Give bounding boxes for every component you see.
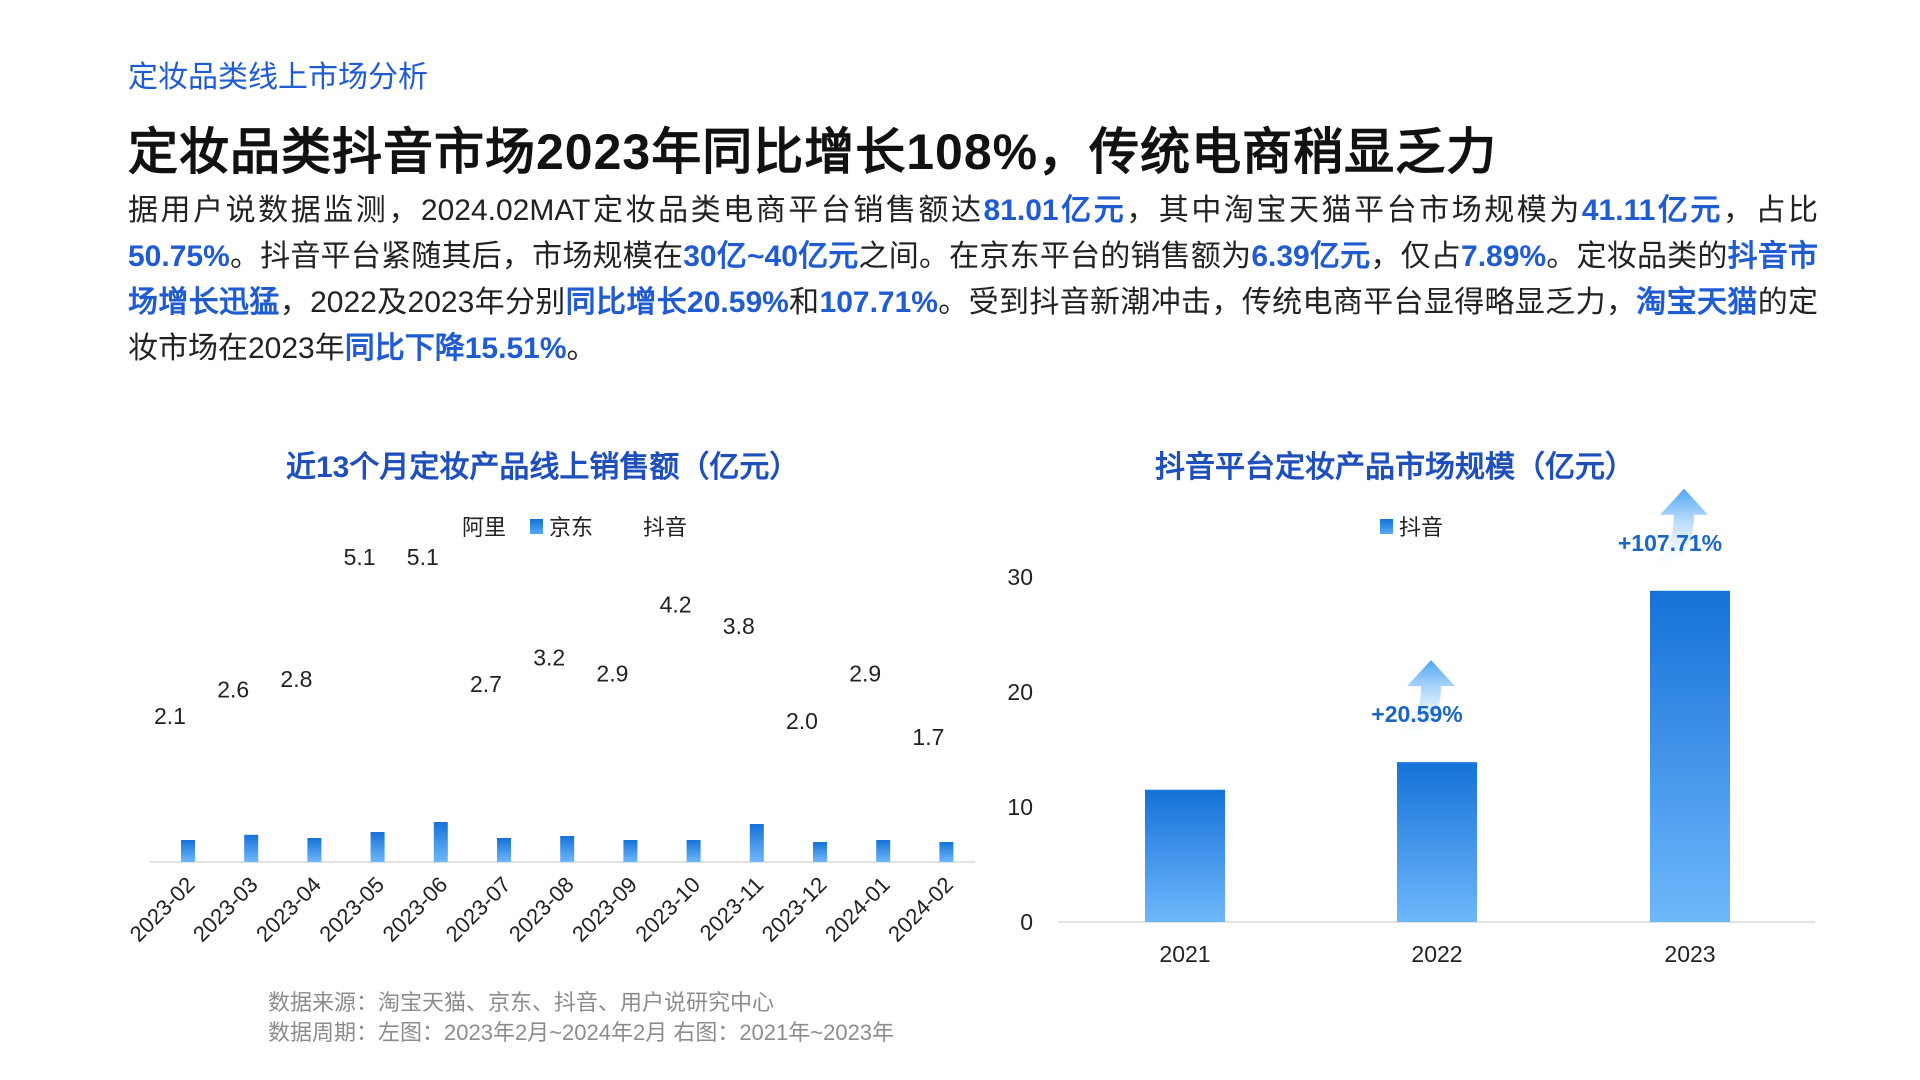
summary-highlight: 7.89% [1461, 240, 1547, 273]
summary-text: ，占比 [1722, 194, 1819, 227]
y-tick-label: 20 [1007, 679, 1033, 705]
legend-swatch [530, 518, 544, 534]
bar-jd [749, 824, 764, 862]
data-label: 3.2 [533, 645, 565, 671]
growth-arrow-icon [1640, 488, 1708, 568]
left-chart-title: 近13个月定妆产品线上销售额（亿元） [286, 451, 800, 484]
right-chart-legend: 抖音 [1380, 510, 1443, 542]
x-tick-label: 2023-03 [188, 872, 263, 947]
bar-douyin [1397, 762, 1477, 922]
growth-annotation: +107.71% [1618, 530, 1722, 556]
summary-text: 据用户说数据监测，2024.02MAT定妆品类电商平台销售额达 [128, 194, 984, 227]
data-label: 2.0 [786, 708, 818, 734]
legend-label: 阿里 [462, 515, 507, 540]
x-tick-label: 2023-04 [251, 872, 326, 947]
summary-highlight: 107.71% [819, 286, 938, 319]
bar-jd [560, 836, 575, 862]
x-tick-label: 2024-02 [883, 872, 958, 947]
data-label: 2.1 [154, 703, 186, 729]
summary-highlight: 81.01亿元 [983, 194, 1127, 227]
data-label: 2.7 [470, 671, 502, 697]
data-label: 1.7 [912, 724, 944, 750]
left-chart: 2.1 2023-02 2.6 2023-03 2.8 2023-04 5.1 2023-05… [125, 544, 975, 947]
data-label: 4.2 [660, 592, 692, 618]
data-source-note: 数据来源：淘宝天猫、京东、抖音、用户说研究中心 数据周期：左图：2023年2月~… [268, 988, 894, 1048]
summary-text: ，其中淘宝天猫平台市场规模为 [1126, 194, 1582, 227]
x-tick-label: 2023-11 [695, 872, 769, 946]
data-label: 5.1 [344, 544, 376, 570]
x-tick-label: 2023-05 [314, 872, 389, 947]
x-tick-label: 2022 [1411, 941, 1462, 967]
legend-label: 抖音 [643, 515, 688, 540]
x-tick-label: 2024-01 [820, 872, 895, 947]
x-tick-label: 2023-07 [441, 872, 516, 947]
x-tick-label: 2023-08 [504, 872, 579, 947]
summary-highlight: 6.39亿元 [1251, 240, 1371, 273]
legend-label: 抖音 [1399, 515, 1444, 540]
x-tick-label: 2021 [1159, 941, 1210, 967]
x-tick-label: 2023-06 [378, 872, 453, 947]
bar-jd [244, 834, 259, 862]
summary-text: 。受到抖音新潮冲击，传统电商平台显得略显乏力， [937, 286, 1637, 319]
data-label: 2.9 [849, 660, 881, 686]
y-tick-label: 10 [1007, 794, 1033, 820]
y-tick-label: 30 [1007, 564, 1033, 590]
summary-text: 。抖音平台紧随其后，市场规模在 [229, 240, 684, 273]
summary-highlight: 50.75% [128, 240, 230, 273]
summary-text: ，2022及2023年分别 [279, 286, 566, 319]
x-tick-label: 2023-12 [757, 872, 832, 947]
summary-highlight: 41.11亿元 [1581, 194, 1723, 227]
source-line: 数据来源：淘宝天猫、京东、抖音、用户说研究中心 [268, 990, 775, 1015]
summary-highlight: 30亿~40亿元 [683, 240, 859, 273]
x-tick-label: 2023-09 [567, 872, 642, 947]
summary-text: 。定妆品类的 [1546, 240, 1728, 273]
data-label: 5.1 [407, 544, 439, 570]
bar-jd [876, 840, 891, 862]
summary-text: 的定妆市场在2023年 [128, 286, 1819, 365]
summary-highlight: 同比下降15.51% [344, 332, 567, 365]
bar-jd [370, 832, 385, 862]
bar-douyin [1650, 590, 1730, 922]
summary-text: 。 [566, 332, 597, 365]
legend-item-ali: 阿里 [462, 510, 506, 542]
growth-arrow-icon [1387, 660, 1455, 739]
summary-highlight: 抖音市场增长迅猛 [128, 240, 1819, 319]
summary-text: 和 [788, 286, 820, 319]
page-title: 定妆品类抖音市场2023年同比增长108%，传统电商稍显乏力 [128, 124, 1498, 180]
bar-jd [623, 840, 638, 862]
data-label: 3.8 [723, 613, 755, 639]
right-chart-title: 抖音平台定妆产品市场规模（亿元） [1155, 451, 1635, 484]
legend-label: 京东 [549, 515, 594, 540]
left-chart-legend: 阿里 京东 抖音 [462, 510, 687, 542]
growth-annotation: +20.59% [1371, 701, 1462, 727]
data-label: 2.8 [280, 666, 312, 692]
bar-jd [497, 838, 511, 862]
bar-jd [939, 842, 954, 862]
legend-item-jd: 京东 [530, 510, 593, 542]
bar-douyin [1145, 789, 1225, 922]
right-chart: 0 10 20 30 2021 2022 2023 +20.59% +107.71% [1007, 488, 1815, 967]
x-tick-label: 2023-02 [125, 872, 200, 947]
bar-jd [686, 840, 701, 862]
summary-text: ，仅占 [1370, 240, 1462, 273]
y-tick-label: 0 [1020, 909, 1033, 935]
period-line: 数据周期：左图：2023年2月~2024年2月 右图：2021年~2023年 [268, 1020, 895, 1045]
x-tick-label: 2023-10 [630, 872, 705, 947]
summary-highlight: 同比增长20.59% [565, 286, 789, 319]
bar-jd [307, 838, 322, 862]
data-label: 2.6 [217, 676, 249, 702]
legend-swatch [1380, 518, 1393, 534]
bar-jd [813, 842, 827, 862]
legend-item-douyin: 抖音 [643, 510, 687, 542]
summary-paragraph: 据用户说数据监测，2024.02MAT定妆品类电商平台销售额达81.01亿元，其… [128, 188, 1818, 372]
summary-highlight: 淘宝天猫 [1636, 286, 1758, 319]
data-label: 2.9 [596, 660, 628, 686]
x-tick-label: 2023 [1664, 941, 1715, 967]
legend-item-douyin: 抖音 [1380, 510, 1443, 542]
bar-jd [181, 840, 195, 862]
summary-text: 之间。在京东平台的销售额为 [858, 240, 1252, 273]
bar-jd [433, 822, 448, 862]
section-label: 定妆品类线上市场分析 [128, 61, 428, 94]
